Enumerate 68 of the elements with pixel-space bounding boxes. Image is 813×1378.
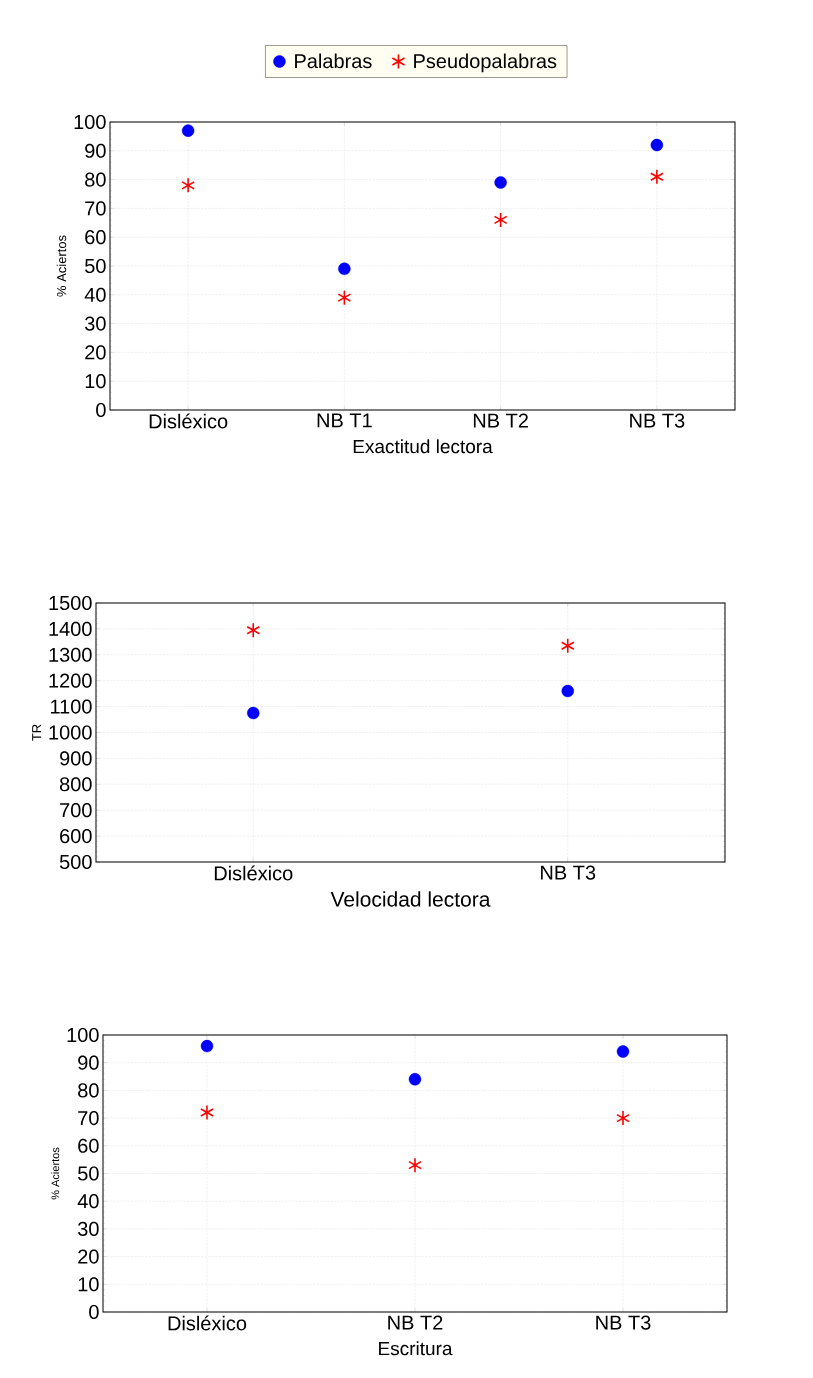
- point: [246, 622, 261, 638]
- y-tick-label: 100: [67, 1027, 99, 1043]
- point: [408, 1157, 422, 1173]
- x-tick-label: Disléxico: [214, 865, 293, 881]
- x-tick-label: NB T3: [541, 865, 596, 880]
- point: [616, 1045, 630, 1058]
- y-tick-label: 60: [78, 1138, 99, 1153]
- y-tick-label: 0: [89, 1304, 99, 1320]
- x-tick-label: NB T1: [317, 413, 372, 428]
- y-tick-label: 60: [85, 230, 106, 245]
- y-tick-label: 50: [78, 1166, 99, 1181]
- y-tick-label: 1400: [49, 621, 92, 636]
- y-tick-label: 30: [84, 316, 106, 331]
- point: [200, 1039, 214, 1053]
- point: [338, 262, 351, 276]
- y-tick-label: 90: [78, 1055, 99, 1070]
- x-axis-title: Escritura: [379, 1341, 453, 1356]
- y-tick-label: 1500: [49, 595, 92, 611]
- y-tick-label: 80: [85, 172, 106, 187]
- legend-label: Pseudopalabras: [414, 53, 557, 73]
- y-tick-label: 10: [78, 1277, 99, 1292]
- point: [650, 138, 664, 152]
- point: [181, 177, 195, 194]
- point: [616, 1110, 630, 1126]
- y-tick-label: 70: [78, 1111, 99, 1126]
- point: [181, 124, 195, 137]
- point: [494, 176, 507, 189]
- y-tick-label: 20: [85, 345, 106, 360]
- point: [408, 1073, 422, 1086]
- y-axis-title: % Aciertos: [56, 235, 67, 297]
- y-axis-title: % Aciertos: [51, 1147, 60, 1200]
- y-tick-label: 50: [85, 258, 106, 274]
- point: [493, 212, 508, 228]
- y-tick-label: 10: [85, 374, 106, 389]
- point: [650, 168, 664, 185]
- y-tick-label: 800: [59, 777, 92, 792]
- y-tick-label: 100: [74, 114, 106, 130]
- y-tick-label: 80: [78, 1083, 99, 1098]
- y-axis-title: TR: [32, 724, 42, 741]
- x-tick-label: Disléxico: [168, 1315, 247, 1331]
- x-tick-label: Disléxico: [149, 413, 228, 429]
- x-axis-title: Exactitud lectora: [353, 439, 493, 454]
- x-tick-label: NB T3: [596, 1315, 651, 1330]
- x-tick-label: NB T3: [630, 413, 685, 428]
- y-tick-label: 1000: [49, 725, 92, 740]
- point: [337, 289, 352, 306]
- y-tick-label: 1300: [49, 647, 92, 662]
- y-tick-label: 0: [96, 402, 106, 418]
- y-tick-label: 900: [60, 751, 92, 766]
- x-axis-title: Velocidad lectora: [330, 891, 491, 907]
- y-tick-label: 30: [77, 1221, 99, 1236]
- y-tick-label: 1100: [50, 699, 92, 714]
- y-tick-label: 90: [85, 143, 106, 158]
- y-tick-label: 40: [84, 287, 106, 302]
- y-tick-label: 500: [59, 854, 92, 870]
- point: [560, 637, 575, 654]
- x-tick-label: NB T2: [388, 1315, 443, 1330]
- y-tick-label: 40: [77, 1194, 99, 1209]
- x-tick-label: NB T2: [473, 413, 528, 428]
- point: [200, 1104, 214, 1121]
- legend-label: Palabras: [295, 53, 372, 69]
- y-tick-label: 700: [60, 803, 92, 818]
- y-tick-label: 600: [60, 829, 92, 844]
- point: [247, 706, 260, 720]
- point: [561, 684, 574, 698]
- y-tick-label: 1200: [49, 673, 92, 688]
- y-tick-label: 20: [78, 1249, 99, 1264]
- y-tick-label: 70: [85, 201, 106, 216]
